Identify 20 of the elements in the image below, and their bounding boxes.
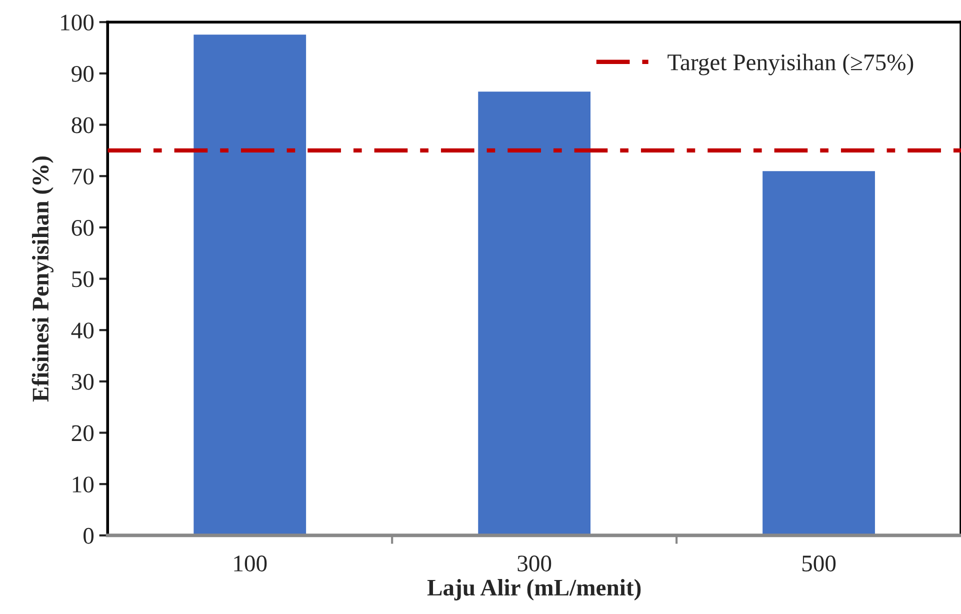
y-tick-label: 80	[72, 117, 94, 134]
y-tick-label: 90	[72, 66, 94, 82]
y-tick-label: 10	[72, 476, 94, 492]
y-tick-label: 30	[72, 374, 94, 390]
x-tick-label: 500	[802, 556, 836, 572]
y-tick-label: 70	[72, 168, 94, 185]
y-tick-label: 50	[72, 271, 94, 288]
bar	[192, 33, 308, 536]
x-tick-label: 100	[234, 556, 267, 572]
y-tick-label: 0	[84, 528, 94, 544]
x-axis-title: Laju Alir (mL/menit)	[427, 579, 641, 600]
y-axis-title: Efisinesi Penyisihan (%)	[32, 156, 54, 402]
legend-label: Target Penyisihan (≥75%)	[668, 54, 914, 76]
x-tick-label: 300	[518, 556, 552, 572]
y-tick-label: 100	[61, 14, 94, 31]
bar	[476, 90, 592, 536]
y-tick-label: 40	[71, 322, 94, 339]
y-tick-label: 60	[72, 220, 94, 236]
y-tick-label: 20	[72, 425, 94, 442]
bar	[761, 170, 876, 536]
